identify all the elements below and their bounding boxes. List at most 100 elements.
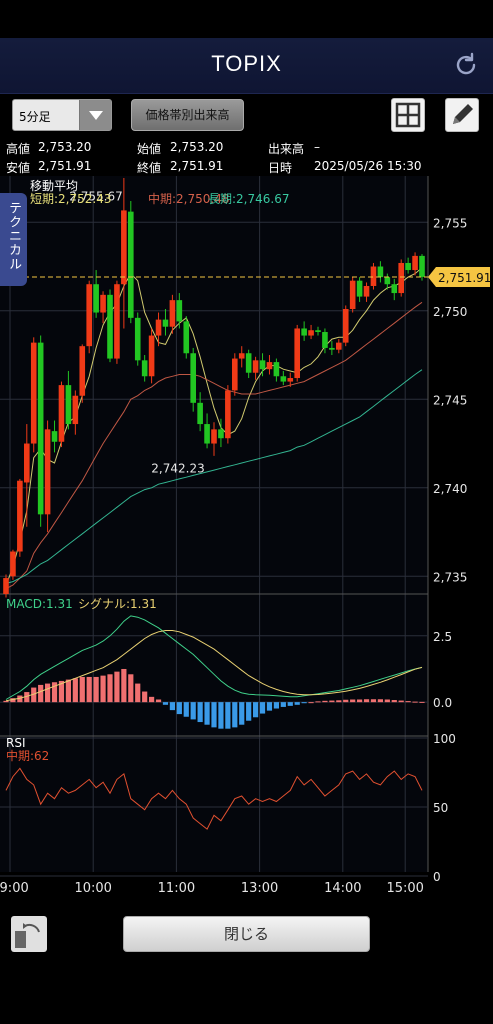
draw-button[interactable]: [445, 98, 479, 132]
ma-legend-2: 長期:2,746.67: [208, 192, 289, 206]
macd-histogram-bar: [121, 668, 127, 703]
macd-histogram-bar: [86, 676, 92, 703]
candle: [391, 284, 398, 294]
macd-y-tick: 0.0: [433, 696, 452, 710]
candle: [100, 294, 106, 313]
extreme-annotation: 2,755.67: [69, 189, 122, 203]
chevron-down-icon: [79, 100, 111, 130]
close-label: 終値: [137, 161, 162, 175]
macd-histogram-bar: [93, 676, 99, 703]
ma-line-long: [5, 369, 423, 584]
candle: [308, 330, 314, 336]
candle: [183, 321, 190, 354]
macd-histogram-bar: [322, 700, 328, 703]
layout-button[interactable]: [391, 98, 425, 132]
low-label: 安値: [6, 161, 31, 175]
datetime-value: 2025/05/26 15:30: [314, 159, 422, 173]
candle: [134, 317, 141, 361]
interval-select[interactable]: 5分足: [12, 99, 112, 131]
high-label: 高値: [6, 142, 31, 156]
ma-title: 移動平均: [30, 179, 78, 193]
macd-histogram-bar: [357, 699, 363, 703]
candle: [58, 385, 65, 442]
x-tick-label: 14:00: [324, 881, 361, 896]
open-label: 始値: [137, 142, 162, 156]
candle: [114, 284, 120, 359]
refresh-icon[interactable]: [453, 52, 479, 78]
signal-legend: シグナル:1.31: [78, 597, 157, 611]
candle: [238, 353, 245, 359]
macd-histogram-bar: [114, 671, 120, 703]
open-value: 2,753.20: [170, 140, 224, 154]
macd-histogram-bar: [128, 674, 134, 703]
macd-histogram-bar: [294, 702, 300, 705]
x-tick-label: 09:00: [0, 881, 29, 896]
macd-histogram-bar: [363, 699, 370, 703]
low-value: 2,751.91: [38, 159, 92, 173]
macd-histogram-bar: [162, 702, 169, 705]
macd-histogram-bar: [336, 700, 342, 703]
macd-histogram-bar: [246, 702, 252, 721]
chart-area[interactable]: 09:00 10:00 11:00 13:00 14:00 15:00 2,755 2,750…: [0, 176, 493, 900]
rotate-icon: [15, 923, 40, 948]
y-tick-label: 2,740: [433, 482, 467, 496]
macd-histogram-bar: [142, 691, 148, 703]
candle: [169, 300, 176, 327]
ma-legend-1: 中期:2,750.48: [148, 191, 229, 206]
macd-histogram-bar: [155, 699, 162, 703]
price-volume-button[interactable]: 価格帯別出来高: [131, 99, 244, 131]
rotate-button[interactable]: [11, 916, 47, 952]
candle: [336, 342, 342, 350]
macd-histogram-bar: [259, 702, 266, 714]
candle: [273, 362, 280, 377]
y-tick-label: 2,745: [433, 393, 467, 407]
rsi-title: RSI: [6, 736, 26, 750]
candle: [190, 353, 196, 403]
candle: [141, 360, 148, 377]
macd-histogram-bar: [232, 702, 238, 728]
interval-label: 5分足: [19, 110, 51, 124]
candle: [280, 376, 287, 382]
macd-histogram-bar: [280, 702, 286, 707]
macd-histogram-bar: [190, 702, 196, 720]
datetime-label: 日時: [268, 161, 293, 175]
candle: [405, 262, 411, 271]
volume-value: –: [314, 140, 320, 154]
macd-histogram-bar: [419, 701, 425, 703]
close-value: 2,751.91: [170, 159, 224, 173]
toolbar: 5分足 価格帯別出来高: [0, 94, 493, 138]
rsi-line: [5, 767, 423, 830]
macd-histogram-bar: [350, 699, 356, 703]
rsi-legend: 中期:62: [6, 748, 49, 763]
signal-line: [5, 630, 423, 702]
close-button[interactable]: 閉じる: [123, 916, 370, 952]
candle: [30, 342, 37, 444]
macd-histogram-bar: [31, 687, 37, 703]
x-tick-label: 13:00: [241, 881, 278, 896]
candle: [10, 551, 16, 577]
candle: [322, 332, 328, 348]
candle: [218, 429, 224, 439]
candle: [419, 255, 425, 277]
macd-histogram-bar: [405, 701, 411, 703]
candle: [252, 360, 259, 373]
rsi-y-tick: 50: [433, 801, 448, 815]
candle: [44, 429, 51, 515]
macd-histogram-bar: [3, 700, 9, 703]
candle: [363, 285, 370, 297]
candle: [72, 395, 79, 425]
macd-histogram-bar: [370, 699, 377, 703]
candle: [93, 284, 99, 313]
macd-histogram-bar: [391, 700, 397, 703]
macd-histogram-bar: [412, 701, 418, 703]
pencil-icon: [453, 104, 473, 124]
candle: [301, 328, 307, 336]
macd-y-tick: 2.5: [433, 630, 452, 644]
macd-histogram-bar: [211, 702, 217, 728]
candle: [398, 262, 404, 294]
candle: [24, 443, 30, 483]
macd-histogram-bar: [384, 699, 390, 703]
candle: [377, 266, 384, 278]
technical-tab[interactable]: テクニカル: [0, 193, 27, 286]
macd-histogram-bar: [197, 702, 203, 723]
